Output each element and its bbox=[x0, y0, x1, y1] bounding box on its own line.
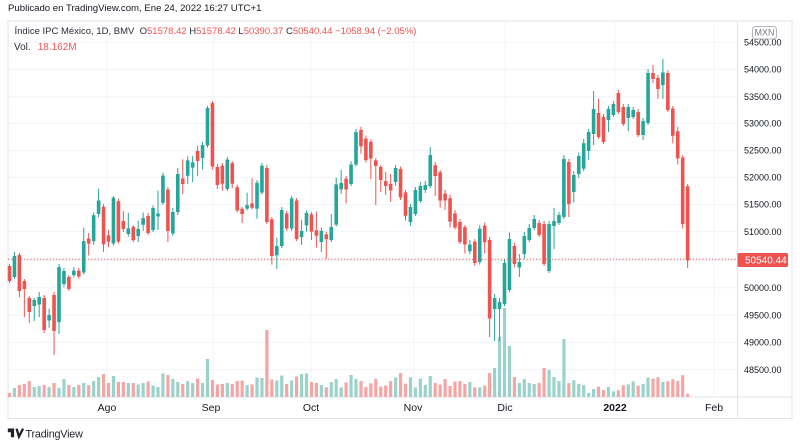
svg-text:Dic: Dic bbox=[497, 402, 512, 414]
svg-text:49500.00: 49500.00 bbox=[744, 311, 782, 321]
svg-text:51500.00: 51500.00 bbox=[744, 200, 782, 210]
svg-text:Oct: Oct bbox=[303, 402, 319, 414]
svg-text:54500.00: 54500.00 bbox=[744, 37, 782, 47]
svg-text:50000.00: 50000.00 bbox=[744, 283, 782, 293]
svg-text:52500.00: 52500.00 bbox=[744, 146, 782, 156]
svg-text:50540.44: 50540.44 bbox=[745, 255, 787, 266]
svg-text:51000.00: 51000.00 bbox=[744, 227, 782, 237]
svg-text:Nov: Nov bbox=[404, 402, 423, 414]
svg-text:52000.00: 52000.00 bbox=[744, 173, 782, 183]
svg-text:49000.00: 49000.00 bbox=[744, 338, 782, 348]
svg-text:TradingView: TradingView bbox=[26, 429, 84, 441]
svg-text:54000.00: 54000.00 bbox=[744, 65, 782, 75]
svg-text:53000.00: 53000.00 bbox=[744, 119, 782, 129]
svg-text:2022: 2022 bbox=[603, 402, 627, 414]
svg-text:Ago: Ago bbox=[98, 402, 117, 414]
svg-text:Feb: Feb bbox=[705, 402, 723, 414]
svg-text:Sep: Sep bbox=[202, 402, 221, 414]
svg-text:53500.00: 53500.00 bbox=[744, 92, 782, 102]
svg-text:MXN: MXN bbox=[755, 28, 775, 38]
svg-text:48500.00: 48500.00 bbox=[744, 365, 782, 375]
